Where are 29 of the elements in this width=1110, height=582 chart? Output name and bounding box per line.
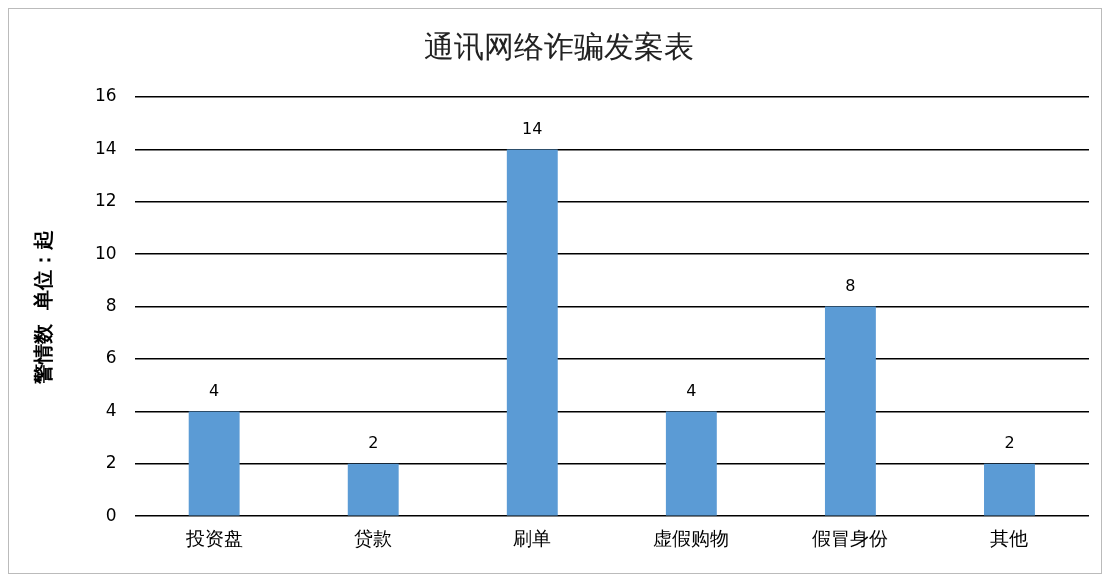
y-axis-title: 警情数 单位：起 [31,229,56,385]
data-label: 4 [209,380,220,400]
y-tick-label: 16 [94,85,117,106]
data-label: 4 [686,380,697,400]
bar [188,411,240,516]
chart-title: 通讯网络诈骗发案表 [424,28,694,64]
bar [347,463,399,516]
y-tick-label: 2 [105,452,117,473]
data-label: 14 [522,118,543,138]
bar [824,306,876,516]
bar [506,149,558,516]
x-tick-label: 投资盘 [184,526,243,549]
y-tick-label: 6 [105,347,117,368]
y-tick-label: 0 [105,504,117,525]
data-label: 2 [368,432,379,452]
data-label: 2 [1004,432,1015,452]
x-tick-label: 其他 [990,526,1029,549]
bar [984,463,1035,516]
y-tick-label: 4 [105,399,117,420]
data-label: 8 [845,275,856,295]
y-tick-label: 10 [94,242,117,263]
y-tick-label: 14 [94,137,117,158]
x-tick-label: 虚假购物 [653,526,730,549]
y-tick-label: 12 [94,190,117,211]
y-tick-label: 8 [105,295,117,316]
x-tick-label: 假冒身份 [812,526,889,549]
x-tick-label: 贷款 [354,526,393,549]
bar [665,411,717,516]
x-tick-label: 刷单 [513,526,552,549]
